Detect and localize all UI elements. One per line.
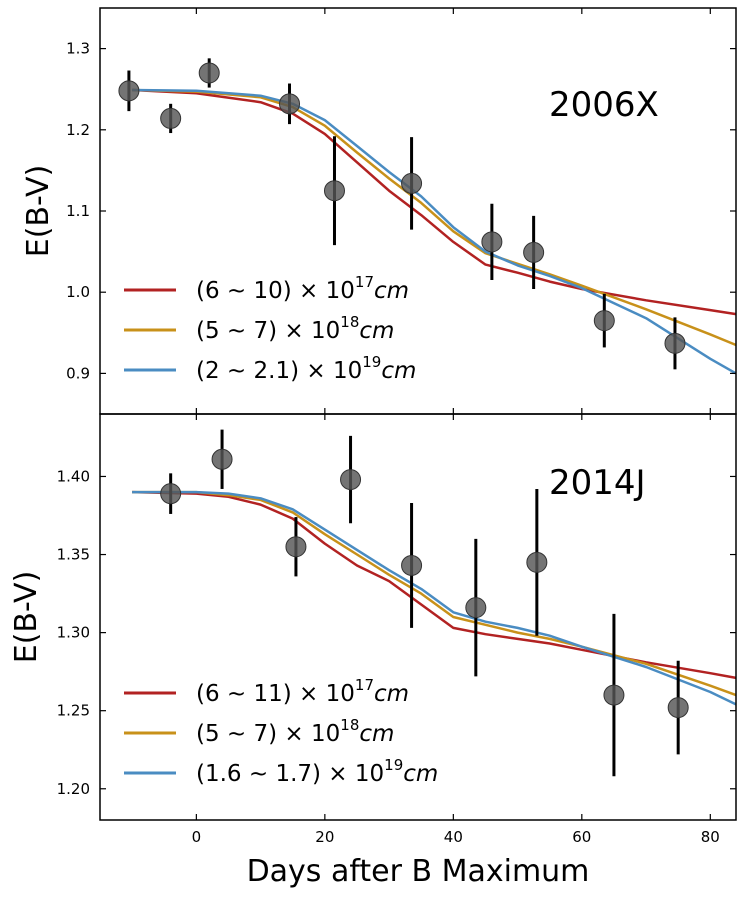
y-axis-title: E(B-V) <box>9 571 44 664</box>
legend-item: (5 ~ 7) × 1018cm <box>124 313 394 344</box>
data-marker <box>160 483 182 505</box>
panel-label: 2014J <box>549 463 646 503</box>
x-tick-label: 60 <box>572 828 591 846</box>
data-point <box>160 473 182 514</box>
model-curve-1 <box>132 490 737 680</box>
y-tick-label: 0.9 <box>66 364 90 382</box>
data-point <box>401 503 423 628</box>
legend-item: (5 ~ 7) × 1018cm <box>124 716 394 747</box>
data-marker <box>285 536 307 558</box>
model-curve-2 <box>132 490 737 697</box>
y-tick-label: 1.30 <box>57 624 90 642</box>
legend-item: (1.6 ~ 1.7) × 1019cm <box>124 756 438 787</box>
y-axis-title: E(B-V) <box>21 165 56 258</box>
data-marker <box>667 697 689 719</box>
data-marker <box>523 241 545 263</box>
data-marker <box>401 554 423 576</box>
model-curve-3 <box>132 490 737 706</box>
data-marker <box>593 310 615 332</box>
y-tick-label: 1.1 <box>66 202 90 220</box>
data-point <box>323 136 345 246</box>
data-point <box>340 435 362 524</box>
data-point <box>198 58 220 88</box>
data-points <box>118 58 686 370</box>
model-curve-3 <box>132 88 737 375</box>
data-point <box>523 215 545 289</box>
data-marker <box>664 332 686 354</box>
data-marker <box>481 231 503 253</box>
data-marker <box>465 597 487 619</box>
x-tick-label: 20 <box>315 828 334 846</box>
data-point <box>593 293 615 348</box>
legend-item: (6 ~ 10) × 1017cm <box>124 273 409 304</box>
legend-label: (2 ~ 2.1) × 1019cm <box>196 353 416 384</box>
panel-label: 2006X <box>549 85 659 125</box>
y-tick-label: 1.3 <box>66 40 90 58</box>
x-axis-title: Days after B Maximum <box>247 854 590 889</box>
data-point <box>664 317 686 370</box>
model-curves <box>132 490 737 706</box>
data-point <box>667 660 689 755</box>
data-point <box>465 538 487 677</box>
data-point <box>211 429 233 489</box>
y-tick-label: 1.2 <box>66 121 90 139</box>
data-marker <box>160 107 182 129</box>
data-point <box>160 103 182 134</box>
legend-item: (6 ~ 11) × 1017cm <box>124 676 409 707</box>
x-tick-label: 40 <box>444 828 463 846</box>
data-point <box>285 517 307 577</box>
y-tick-label: 1.35 <box>57 546 90 564</box>
legend: (6 ~ 11) × 1017cm (5 ~ 7) × 1018cm (1.6 ~ … <box>124 676 438 787</box>
legend-label: (6 ~ 11) × 1017cm <box>196 676 409 707</box>
legend-label: (5 ~ 7) × 1018cm <box>196 313 394 344</box>
plot-frame <box>99 7 737 415</box>
data-marker <box>526 551 548 573</box>
panel-2014j: 1.20 1.25 1.30 1.35 1.40 0 20 40 60 80 2014J E(B-… <box>9 413 737 889</box>
x-tick-label: 0 <box>192 828 202 846</box>
data-point <box>118 70 140 112</box>
data-marker <box>401 172 423 194</box>
model-curve-1 <box>132 88 737 316</box>
x-tick-label: 80 <box>701 828 720 846</box>
data-marker <box>198 62 220 84</box>
data-marker <box>279 93 301 115</box>
data-marker <box>603 684 625 706</box>
model-curve-2 <box>132 88 737 347</box>
legend: (6 ~ 10) × 1017cm (5 ~ 7) × 1018cm (2 ~ 2.… <box>124 273 416 384</box>
data-point <box>603 613 625 777</box>
data-point <box>279 83 301 125</box>
data-marker <box>211 448 233 470</box>
y-tick-label: 1.40 <box>57 467 90 485</box>
legend-label: (6 ~ 10) × 1017cm <box>196 273 409 304</box>
data-point <box>481 203 503 281</box>
data-point <box>401 137 423 230</box>
data-marker <box>323 180 345 202</box>
y-tick-label: 1.0 <box>66 283 90 301</box>
data-points <box>160 429 689 777</box>
y-tick-label: 1.20 <box>57 780 90 798</box>
y-tick-label: 1.25 <box>57 702 90 720</box>
data-point <box>526 488 548 636</box>
data-marker <box>118 80 140 102</box>
panel-2006x: 0.9 1.0 1.1 1.2 1.3 2006X E(B-V) (6 ~ 10) × … <box>21 7 737 415</box>
legend-label: (5 ~ 7) × 1018cm <box>196 716 394 747</box>
data-marker <box>340 469 362 491</box>
legend-item: (2 ~ 2.1) × 1019cm <box>124 353 416 384</box>
plot-frame <box>99 413 737 821</box>
model-curves <box>132 88 737 375</box>
legend-label: (1.6 ~ 1.7) × 1019cm <box>196 756 438 787</box>
